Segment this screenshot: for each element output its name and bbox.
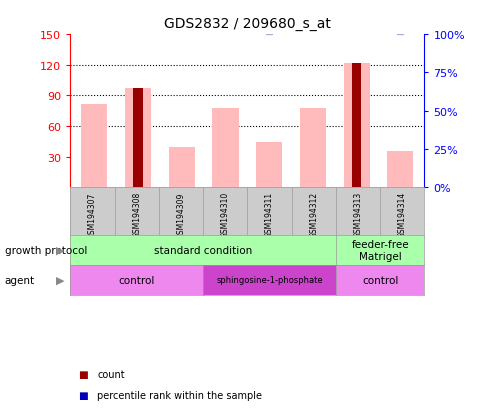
Text: ▶: ▶ (56, 275, 65, 285)
Text: GSM194308: GSM194308 (132, 192, 141, 238)
Bar (168, 147, 195, 188)
Bar (256, 143, 282, 188)
Bar (386, 151, 412, 188)
Text: agent: agent (5, 275, 35, 285)
Bar (299, 109, 325, 188)
Text: control: control (118, 275, 154, 285)
Text: count: count (97, 369, 124, 379)
Bar (133, 89, 143, 188)
Text: growth protocol: growth protocol (5, 245, 87, 255)
Text: feeder-free
Matrigel: feeder-free Matrigel (350, 240, 408, 261)
Bar (125, 89, 151, 188)
Text: control: control (361, 275, 397, 285)
Text: GSM194307: GSM194307 (88, 192, 97, 238)
Bar (81, 104, 107, 188)
Text: standard condition: standard condition (153, 245, 252, 255)
Text: ■: ■ (77, 412, 87, 413)
Bar (212, 109, 238, 188)
Title: GDS2832 / 209680_s_at: GDS2832 / 209680_s_at (164, 17, 330, 31)
Text: ■: ■ (77, 390, 87, 400)
Text: ▶: ▶ (56, 245, 65, 255)
Text: GSM194311: GSM194311 (264, 192, 273, 238)
Text: GSM194313: GSM194313 (353, 192, 362, 238)
Text: percentile rank within the sample: percentile rank within the sample (97, 390, 261, 400)
Bar (343, 64, 369, 188)
Text: sphingosine-1-phosphate: sphingosine-1-phosphate (216, 275, 322, 285)
Text: GSM194309: GSM194309 (176, 192, 185, 238)
Text: ■: ■ (77, 369, 87, 379)
Text: GSM194312: GSM194312 (309, 192, 318, 238)
Text: GSM194310: GSM194310 (220, 192, 229, 238)
Text: value, Detection Call = ABSENT: value, Detection Call = ABSENT (97, 412, 252, 413)
Text: GSM194314: GSM194314 (397, 192, 406, 238)
Bar (351, 64, 361, 188)
